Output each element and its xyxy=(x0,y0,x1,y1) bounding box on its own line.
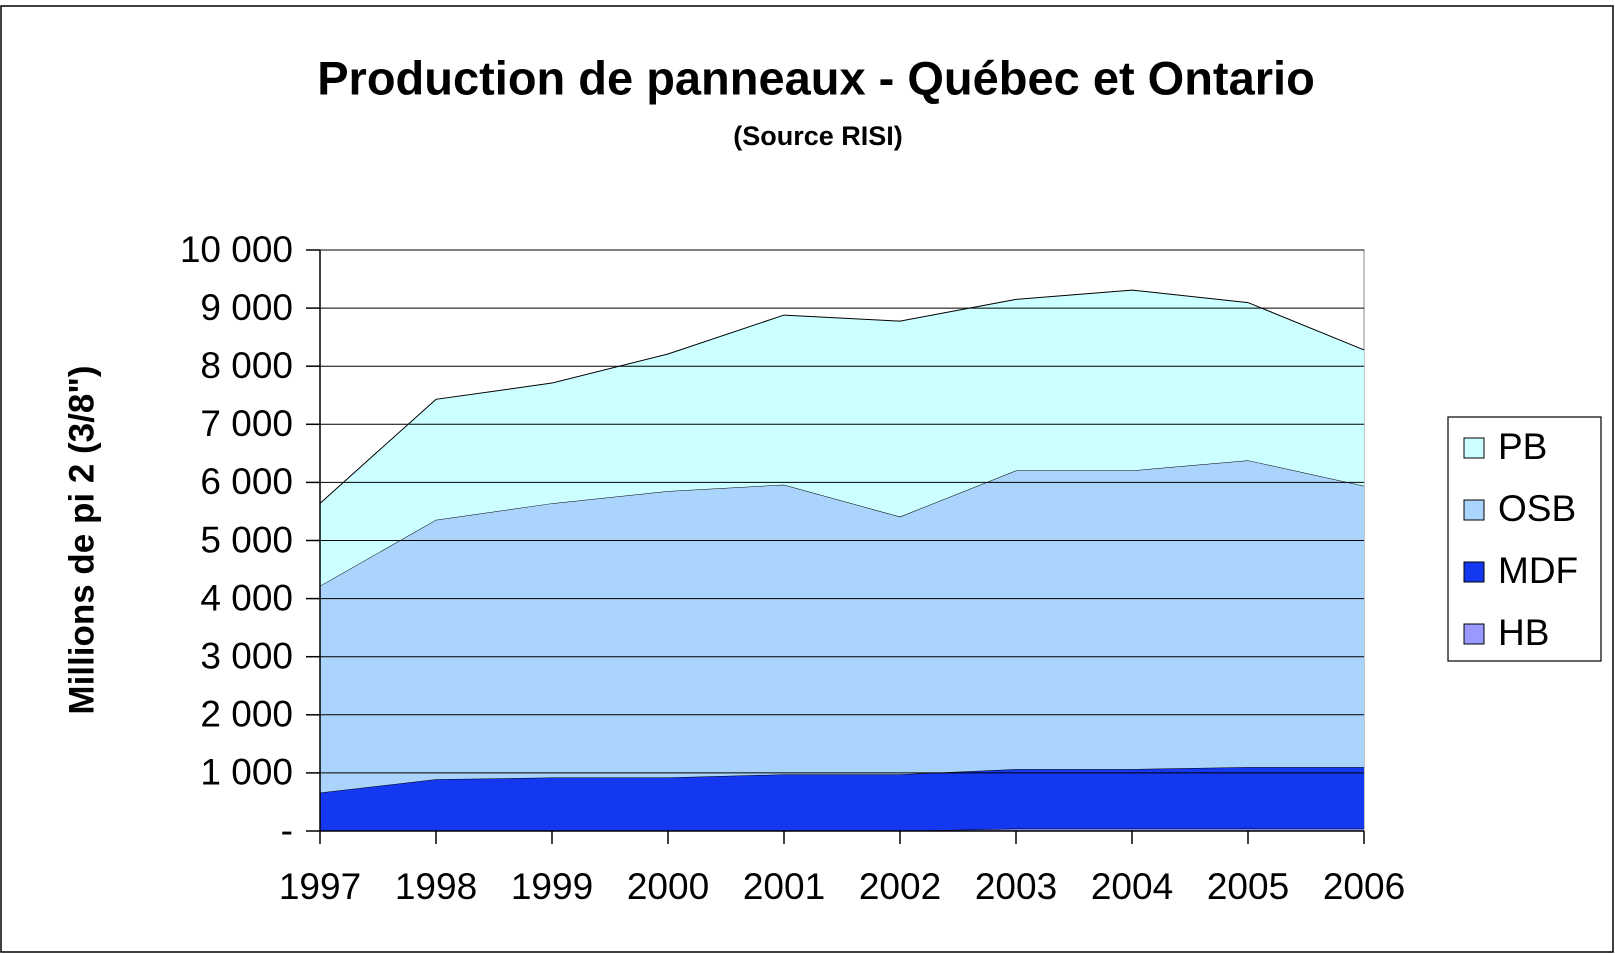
y-tick-label: 8 000 xyxy=(200,345,293,386)
y-tick-label: 1 000 xyxy=(200,752,293,793)
y-tick-label: 6 000 xyxy=(200,461,293,502)
y-tick-label: 2 000 xyxy=(200,694,293,735)
y-axis-label: Millions de pi 2 (3/8") xyxy=(62,365,101,714)
legend-label: MDF xyxy=(1498,550,1578,591)
y-tick-label: 7 000 xyxy=(200,403,293,444)
area xyxy=(320,460,1364,793)
legend-label: HB xyxy=(1498,612,1549,653)
x-tick-label: 1997 xyxy=(279,866,361,907)
legend-swatch xyxy=(1463,561,1485,583)
x-tick-label: 2006 xyxy=(1323,866,1405,907)
legend-label: OSB xyxy=(1498,488,1576,529)
y-tick-label: 4 000 xyxy=(200,577,293,618)
chart-title: Production de panneaux - Québec et Ontar… xyxy=(317,51,1315,104)
y-tick-label: 9 000 xyxy=(200,287,293,328)
x-tick-label: 2002 xyxy=(859,866,941,907)
x-tick-label: 2005 xyxy=(1207,866,1289,907)
x-tick-label: 2003 xyxy=(975,866,1057,907)
y-tick-label: 5 000 xyxy=(200,519,293,560)
x-tick-label: 1998 xyxy=(395,866,477,907)
legend-swatch xyxy=(1463,623,1485,645)
legend-label: PB xyxy=(1498,426,1547,467)
x-tick-label: 2000 xyxy=(627,866,709,907)
x-tick-label: 1999 xyxy=(511,866,593,907)
x-tick-label: 2004 xyxy=(1091,866,1173,907)
legend-swatch xyxy=(1463,499,1485,521)
y-tick-label: 10 000 xyxy=(180,229,293,270)
x-tick-label: 2001 xyxy=(743,866,825,907)
y-tick-label: 3 000 xyxy=(200,635,293,676)
area-edge xyxy=(319,289,1365,504)
legend-swatch xyxy=(1463,437,1485,459)
chart-subtitle: (Source RISI) xyxy=(733,121,903,151)
area xyxy=(320,290,1364,586)
area xyxy=(320,767,1364,831)
y-tick-label: - xyxy=(281,810,293,851)
